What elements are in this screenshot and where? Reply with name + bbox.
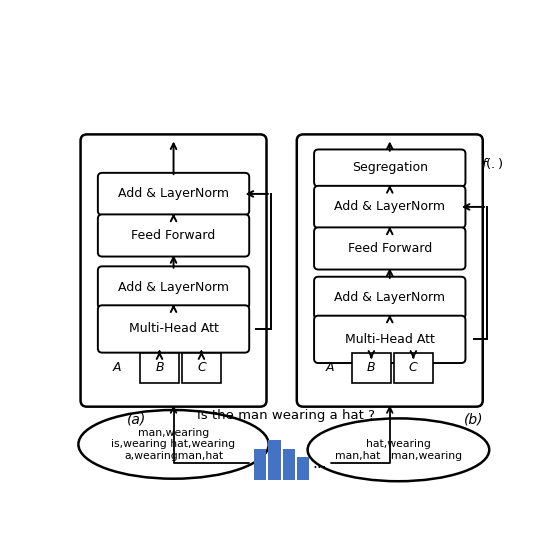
Text: ...: ... [312,456,327,471]
Text: Add & LayerNorm: Add & LayerNorm [118,281,229,294]
Text: C: C [197,361,206,374]
FancyBboxPatch shape [98,267,249,308]
Text: Multi-Head Att: Multi-Head Att [345,333,435,346]
Text: B: B [367,361,376,374]
Text: A: A [112,361,121,374]
Bar [268,440,281,480]
Text: Add & LayerNorm: Add & LayerNorm [118,188,229,200]
FancyBboxPatch shape [98,305,249,353]
FancyBboxPatch shape [80,134,267,407]
FancyBboxPatch shape [352,353,391,383]
Ellipse shape [307,418,489,481]
FancyBboxPatch shape [314,150,465,187]
Bar [254,449,266,480]
Text: Feed Forward: Feed Forward [132,229,215,242]
Text: man,wearing
is,wearing hat,wearing
a,wearingman,hat: man,wearing is,wearing hat,wearing a,wea… [112,428,235,461]
Text: Add & LayerNorm: Add & LayerNorm [334,200,445,213]
Text: (b): (b) [464,412,484,426]
FancyBboxPatch shape [314,227,465,269]
Text: A: A [326,361,334,374]
FancyBboxPatch shape [314,277,465,319]
Text: (a): (a) [127,412,146,426]
FancyBboxPatch shape [297,134,483,407]
Text: $f(.)$: $f(.)$ [480,156,503,171]
FancyBboxPatch shape [393,353,433,383]
Bar [283,449,295,480]
FancyBboxPatch shape [140,353,179,383]
FancyBboxPatch shape [98,214,249,257]
Text: B: B [155,361,164,374]
Text: Is the man wearing a hat ?: Is the man wearing a hat ? [197,409,375,422]
Bar [297,457,309,480]
Text: Feed Forward: Feed Forward [348,242,432,255]
Text: Multi-Head Att: Multi-Head Att [128,323,219,336]
FancyBboxPatch shape [314,316,465,363]
Ellipse shape [78,410,269,479]
Text: hat,wearing
man,hat   man,wearing: hat,wearing man,hat man,wearing [335,439,462,461]
Text: C: C [409,361,418,374]
FancyBboxPatch shape [314,186,465,228]
FancyBboxPatch shape [182,353,221,383]
Text: Add & LayerNorm: Add & LayerNorm [334,291,445,304]
Text: Segregation: Segregation [352,162,428,175]
FancyBboxPatch shape [98,173,249,215]
